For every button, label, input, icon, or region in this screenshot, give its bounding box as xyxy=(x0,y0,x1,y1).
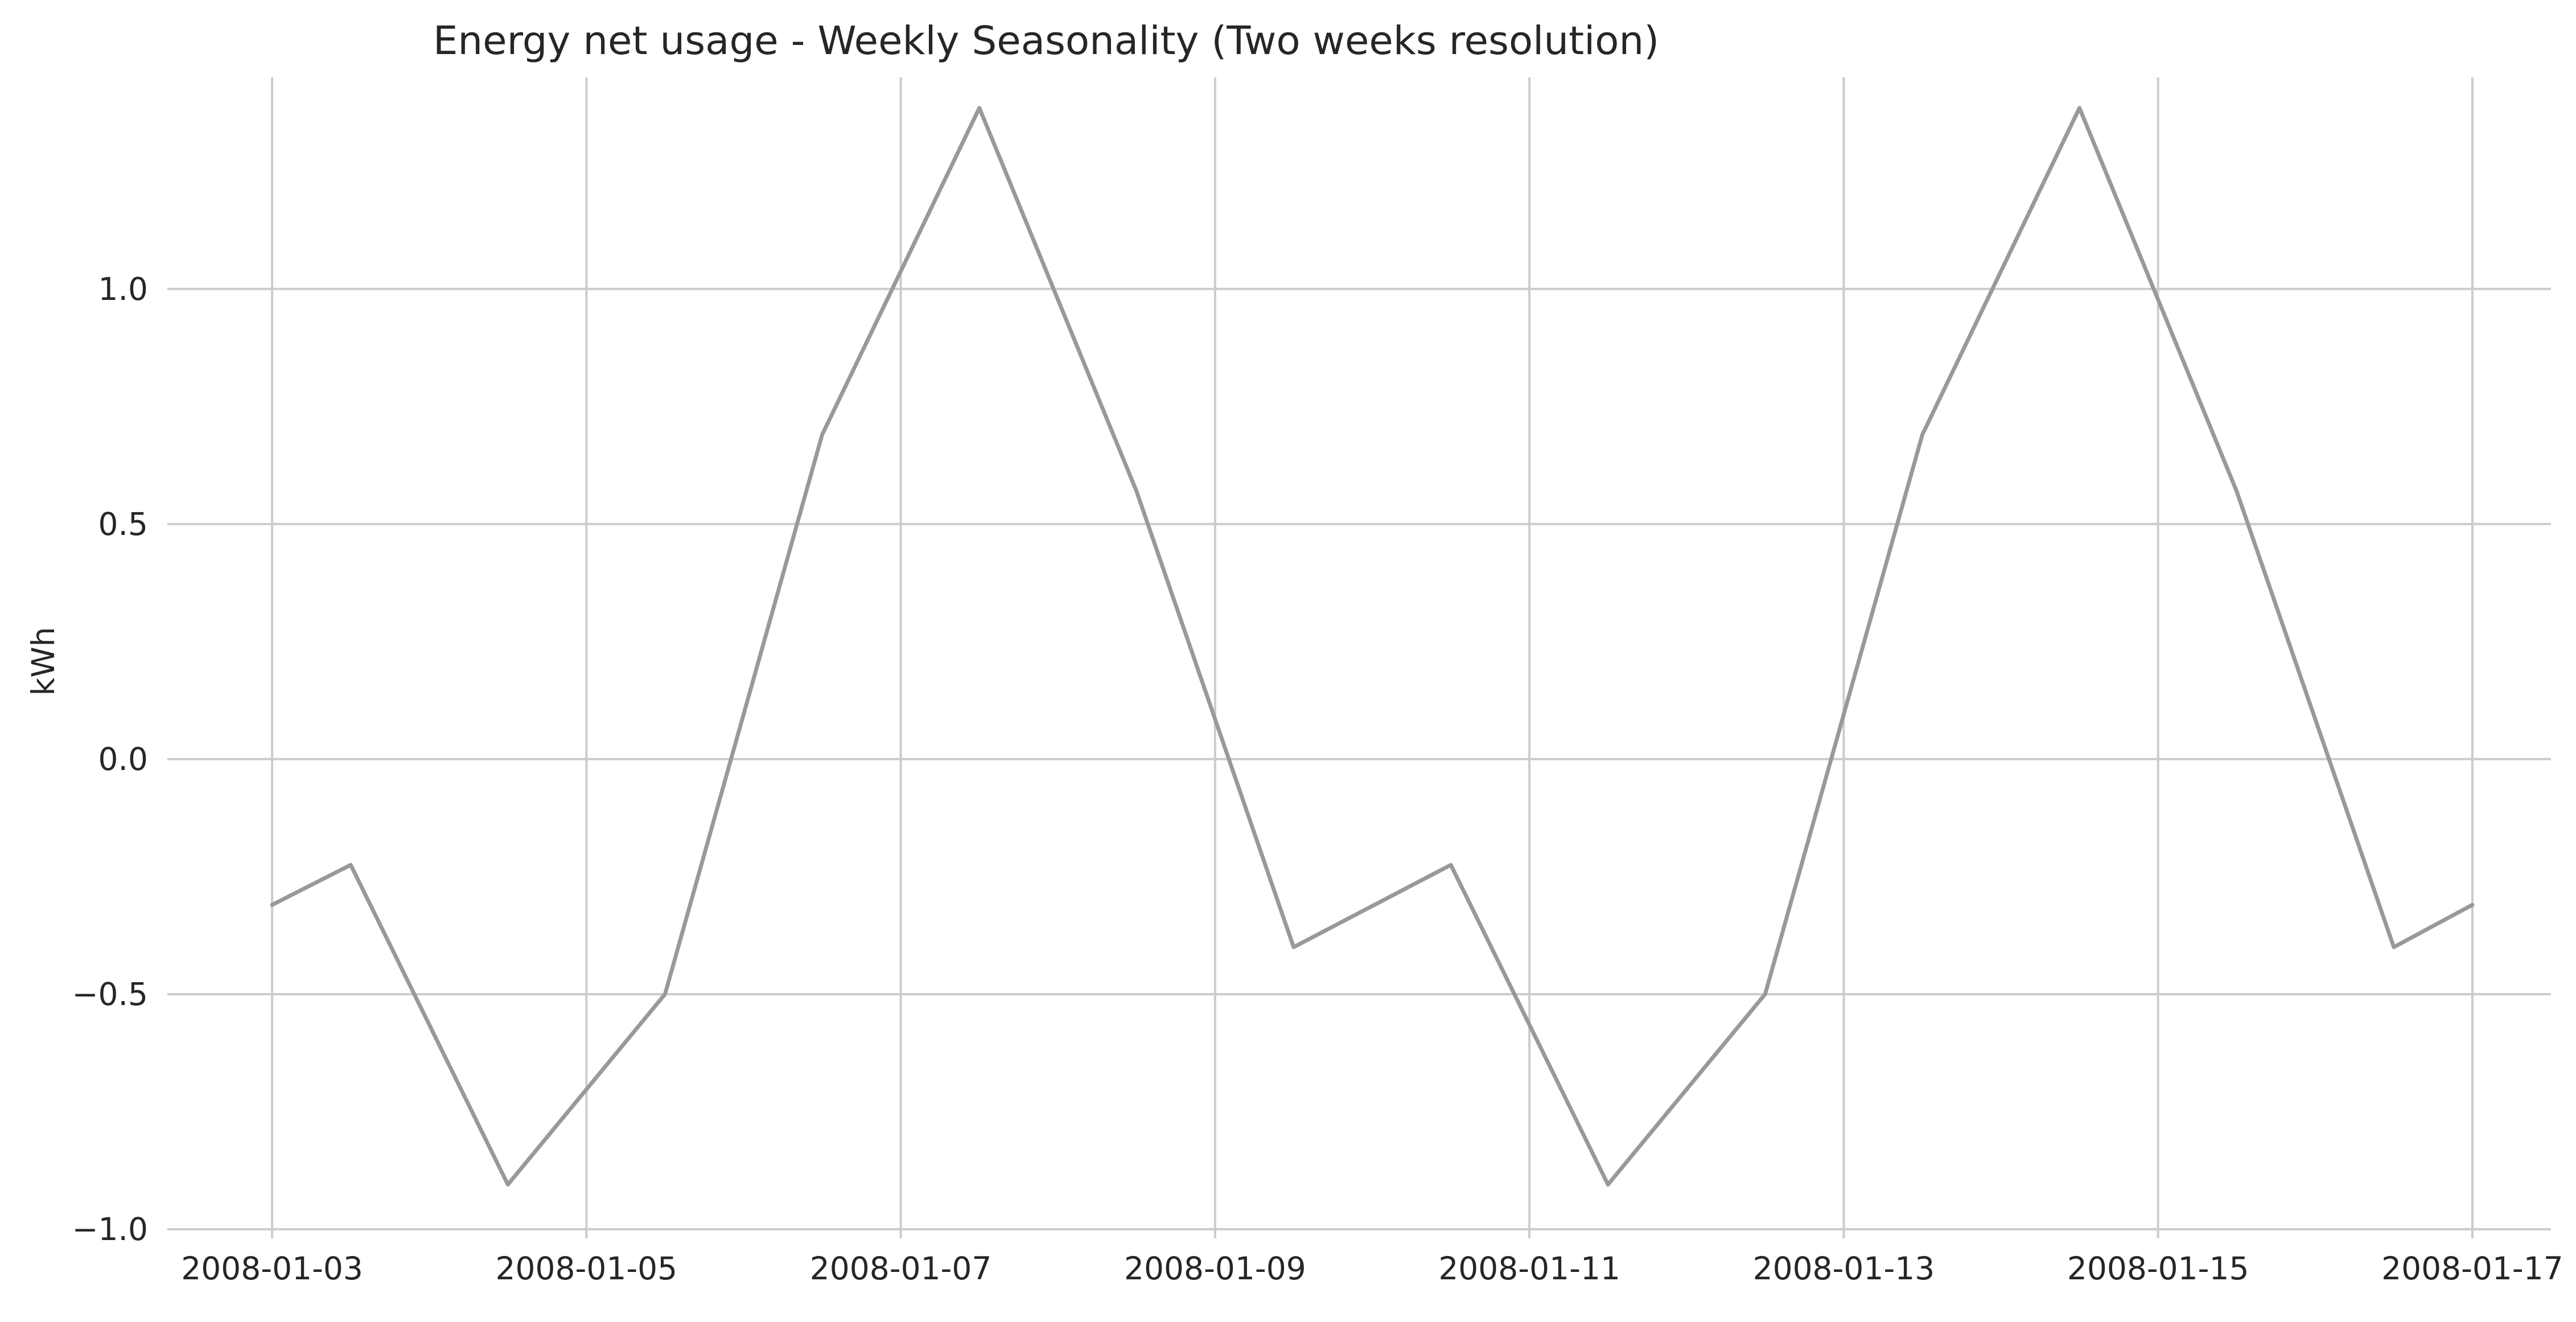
series-line xyxy=(270,106,2475,1187)
y-axis-label: kWh xyxy=(25,627,61,695)
y-tick-label: 1.0 xyxy=(98,271,148,307)
x-tick-label: 2008-01-11 xyxy=(1438,1250,1620,1287)
y-tick-label: 0.0 xyxy=(98,741,148,777)
y-tick-label: 0.5 xyxy=(98,506,148,542)
x-tick-label: 2008-01-07 xyxy=(810,1250,992,1287)
chart-title: Energy net usage - Weekly Seasonality (T… xyxy=(433,18,1659,64)
y-tick-label: −0.5 xyxy=(72,976,148,1012)
x-tick-label: 2008-01-05 xyxy=(496,1250,678,1287)
axes xyxy=(167,1228,2551,1238)
y-tick-label: −1.0 xyxy=(72,1211,148,1247)
x-tick-label: 2008-01-17 xyxy=(2381,1250,2563,1287)
x-tick-label: 2008-01-15 xyxy=(2067,1250,2249,1287)
x-tick-label: 2008-01-13 xyxy=(1753,1250,1935,1287)
x-tick-label: 2008-01-09 xyxy=(1124,1250,1306,1287)
data-series xyxy=(270,106,2475,1187)
x-tick-label: 2008-01-03 xyxy=(181,1250,363,1287)
tick-labels: 2008-01-03 2008-01-05 2008-01-07 2008-01-09… xyxy=(72,271,2563,1287)
grid-lines xyxy=(167,77,2551,1230)
